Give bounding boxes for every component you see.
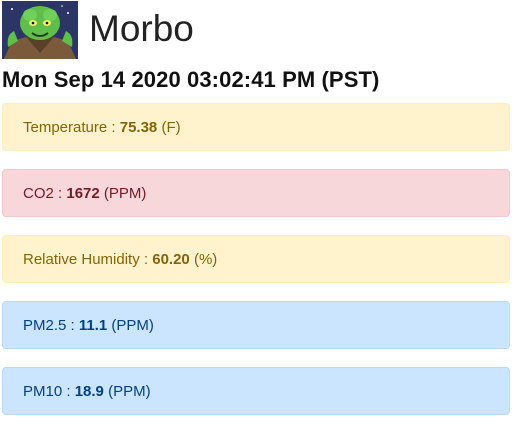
morbo-avatar-icon — [2, 1, 78, 59]
humidity-reading: Relative Humidity : 60.20 (%) — [2, 235, 510, 283]
reading-label: Relative Humidity — [23, 250, 140, 268]
site-title: Morbo — [89, 7, 194, 49]
reading-value: 1672 — [66, 184, 100, 202]
reading-label: PM10 — [23, 382, 63, 400]
reading-value: 11.1 — [78, 316, 108, 334]
reading-label: PM2.5 — [23, 316, 67, 334]
current-datetime: Mon Sep 14 2020 03:02:41 PM (PST) — [2, 67, 380, 92]
reading-unit: (PPM) — [103, 184, 147, 202]
reading-label: Temperature — [23, 118, 108, 136]
reading-unit: (%) — [193, 250, 218, 268]
reading-unit: (PPM) — [111, 316, 154, 334]
reading-unit: (PPM) — [108, 382, 151, 400]
reading-value: 75.38 — [119, 118, 158, 136]
reading-value: 60.20 — [152, 250, 190, 268]
reading-value: 18.9 — [74, 382, 104, 400]
reading-unit: (F) — [161, 118, 181, 136]
reading-label: CO2 — [23, 184, 54, 202]
co2-reading: CO2 : 1672 (PPM) — [2, 169, 510, 217]
temperature-reading: Temperature : 75.38 (F) — [2, 103, 510, 151]
page-header: Morbo — [2, 1, 194, 59]
pm10-reading: PM10 : 18.9 (PPM) — [2, 367, 510, 415]
pm25-reading: PM2.5 : 11.1 (PPM) — [2, 301, 510, 349]
